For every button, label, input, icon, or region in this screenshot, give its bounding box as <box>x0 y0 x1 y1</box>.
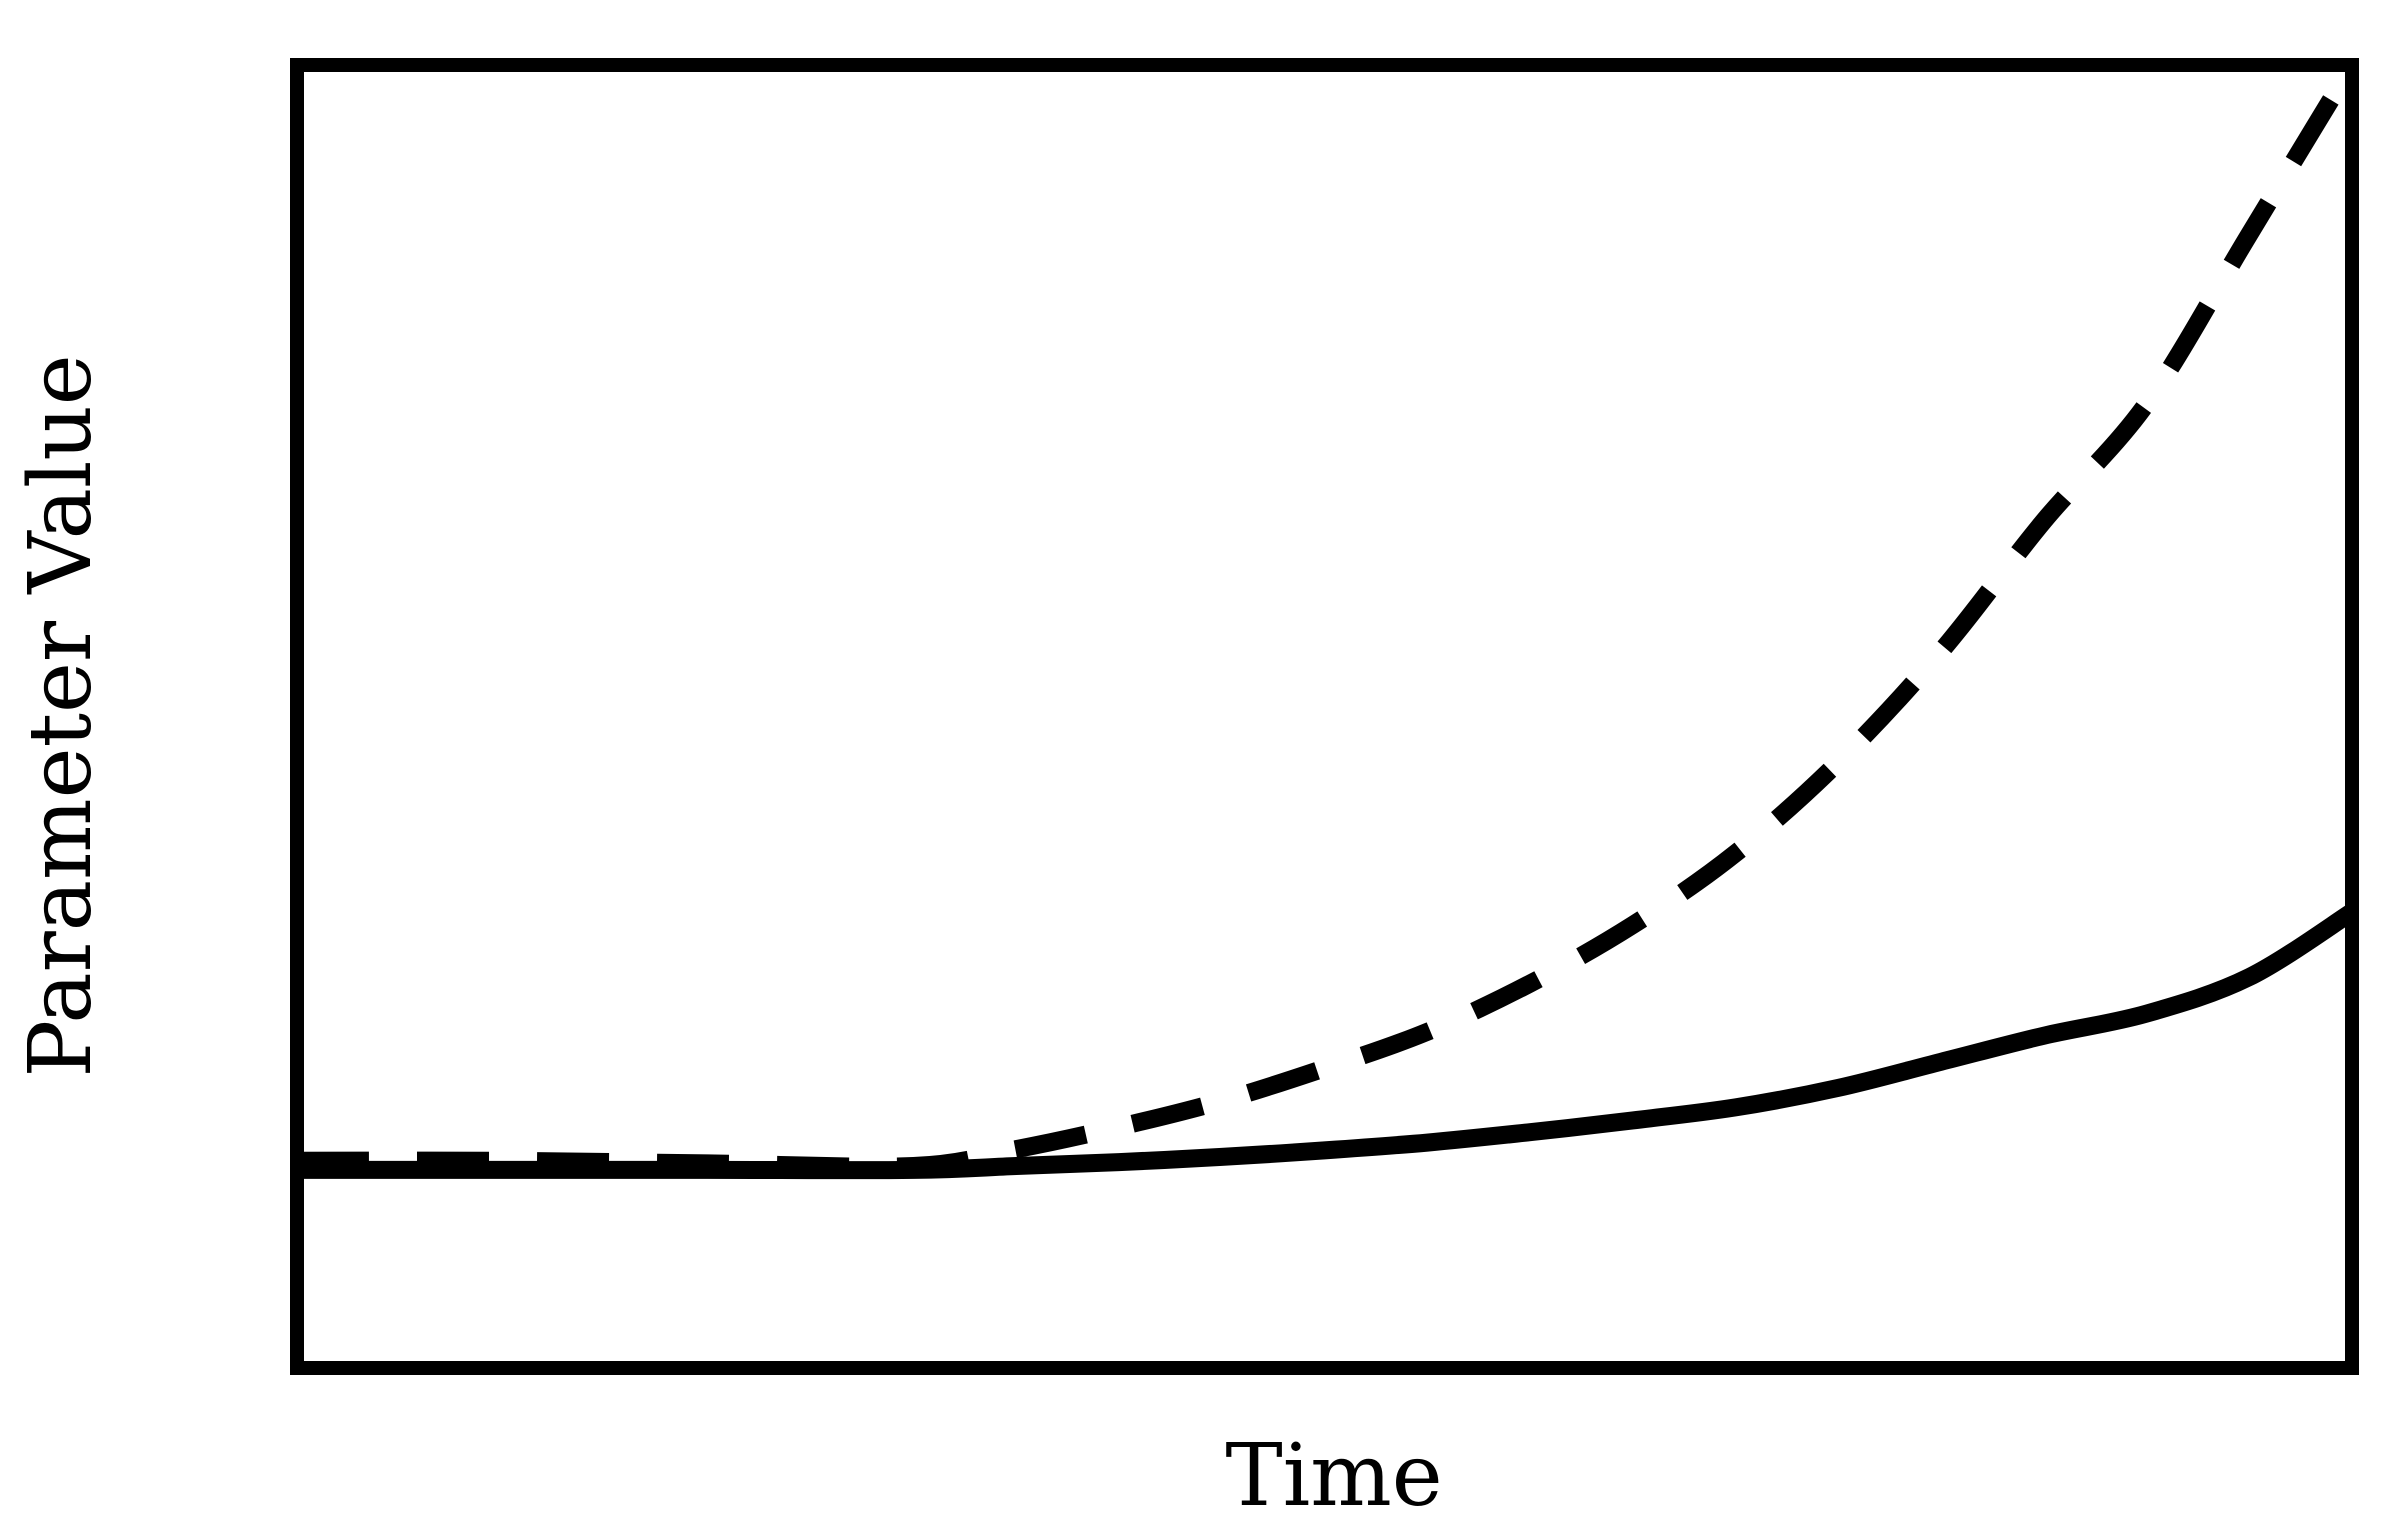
plot-frame <box>290 58 2359 1375</box>
series-layer <box>296 60 2360 1180</box>
x-axis-label: Time <box>1225 1426 1442 1526</box>
y-axis-label: Parameter Value <box>11 354 111 1077</box>
series-line-solid <box>296 904 2357 1180</box>
